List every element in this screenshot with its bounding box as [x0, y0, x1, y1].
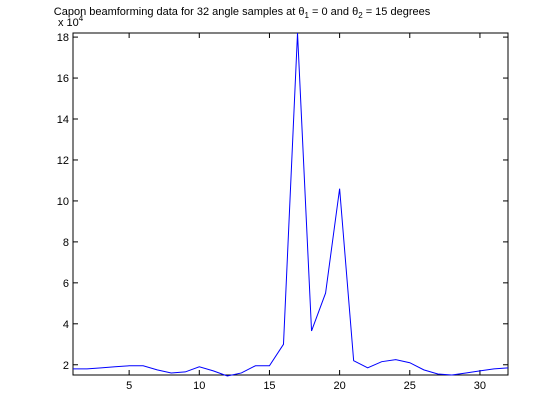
title-theta-2: θ — [352, 6, 358, 18]
axis-ticks — [73, 33, 508, 375]
y-exponent-label: x 104 — [58, 14, 84, 29]
y-tick-label: 6 — [63, 278, 69, 290]
y-tick-label: 18 — [57, 32, 69, 44]
tick-labels: 5 10 15 20 25 30 2 4 6 8 10 12 14 16 18 — [57, 32, 486, 392]
plot-area — [72, 32, 509, 376]
title-theta-1: θ — [298, 6, 304, 18]
y-tick-label: 12 — [57, 155, 69, 167]
x-tick-label: 20 — [333, 380, 345, 392]
y-tick-label: 14 — [57, 114, 69, 126]
title-sub-1: 1 — [304, 11, 309, 20]
x-tick-label: 15 — [263, 380, 275, 392]
title-suffix: = 15 degrees — [363, 6, 431, 18]
y-exponent-power: 4 — [79, 14, 84, 23]
chart-title: Capon beamforming data for 32 angle samp… — [54, 6, 431, 20]
x-tick-label: 10 — [193, 380, 205, 392]
data-series-line — [73, 32, 509, 377]
y-tick-label: 8 — [63, 237, 69, 249]
title-prefix: Capon beamforming data for 32 angle samp… — [54, 6, 299, 18]
x-tick-label: 30 — [474, 380, 486, 392]
y-tick-label: 2 — [63, 360, 69, 372]
x-tick-label: 5 — [126, 380, 132, 392]
y-tick-label: 4 — [63, 319, 69, 331]
title-sub-2: 2 — [358, 11, 363, 20]
title-mid: = 0 and — [309, 6, 352, 18]
y-tick-label: 16 — [57, 73, 69, 85]
y-exponent-base: x 10 — [58, 17, 79, 29]
x-tick-label: 25 — [404, 380, 416, 392]
y-tick-label: 10 — [57, 196, 69, 208]
